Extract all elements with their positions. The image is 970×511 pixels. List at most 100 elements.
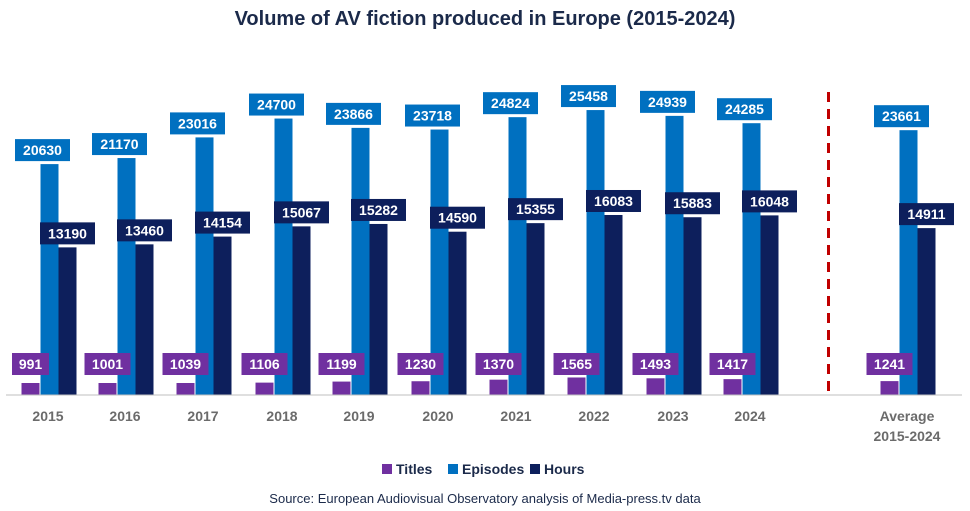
- titles-bar-7: [567, 377, 586, 395]
- episodes-label-1: 21170: [100, 136, 138, 152]
- hours-label-6: 15355: [516, 201, 555, 217]
- titles-bar-4: [332, 381, 351, 395]
- x-tick-label-4: 2019: [343, 408, 374, 424]
- titles-label-box-5: [397, 353, 444, 375]
- hours-label-box-2: [195, 211, 250, 234]
- hours-label-0: 13190: [48, 225, 87, 241]
- bars-group: [21, 110, 936, 396]
- titles-bar-8: [646, 378, 665, 395]
- hours-label-7: 16083: [594, 193, 633, 209]
- episodes-label-box-2: [170, 112, 225, 135]
- episodes-label-5: 23718: [413, 108, 452, 124]
- hours-label-1: 13460: [125, 222, 164, 238]
- titles-label-box-1: [84, 353, 131, 375]
- x-tick-label-2: 2017: [187, 408, 218, 424]
- titles-label-2: 1039: [170, 356, 201, 372]
- titles-label-4: 1199: [326, 356, 357, 372]
- hours-bar-9: [760, 215, 779, 395]
- x-tick-label-1: 2016: [109, 408, 140, 424]
- hours-label-5: 14590: [438, 210, 477, 226]
- titles-label-8: 1493: [640, 356, 671, 372]
- episodes-label-box-7: [561, 85, 616, 108]
- hours-bar-5: [448, 231, 467, 395]
- titles-label-box-0: [12, 353, 49, 375]
- titles-label-box-7: [553, 353, 600, 375]
- x-tick-label-3: 2018: [266, 408, 297, 424]
- episodes-bar-5: [430, 129, 449, 396]
- legend: Titles Episodes Hours: [382, 461, 585, 477]
- titles-label-box-9: [709, 353, 756, 375]
- episodes-bar-7: [586, 110, 605, 396]
- titles-label-1: 1001: [92, 356, 123, 372]
- titles-bar-10: [880, 381, 899, 395]
- hours-label-8: 15883: [673, 195, 712, 211]
- episodes-label-box-10: [874, 105, 929, 128]
- episodes-label-6: 24824: [491, 95, 530, 111]
- hours-label-4: 15282: [359, 202, 398, 218]
- episodes-bar-4: [351, 127, 370, 395]
- episodes-label-7: 25458: [569, 88, 608, 104]
- x-tick-label-9: 2024: [734, 408, 765, 424]
- titles-label-box-2: [162, 353, 209, 375]
- episodes-label-9: 24285: [725, 101, 764, 117]
- episodes-label-box-4: [326, 102, 381, 125]
- legend-swatch-titles: [382, 464, 392, 474]
- hours-bar-10: [917, 228, 936, 395]
- legend-label-episodes: Episodes: [462, 461, 524, 477]
- hours-bar-2: [213, 236, 232, 395]
- hours-bar-3: [292, 226, 311, 395]
- episodes-bar-6: [508, 117, 527, 395]
- episodes-label-box-5: [405, 104, 460, 127]
- episodes-bar-10: [899, 130, 918, 395]
- episodes-label-10: 23661: [882, 108, 921, 124]
- x-tick-label-5: 2020: [422, 408, 453, 424]
- x-tick-label-7: 2022: [578, 408, 609, 424]
- x-tick-label-0: 2015: [32, 408, 63, 424]
- data-labels-group: 991 1001 1039 1106 1199 1230 1370 1565 1493 1417 1…: [12, 85, 954, 375]
- episodes-bar-8: [665, 115, 684, 396]
- titles-bar-2: [176, 383, 195, 395]
- episodes-label-3: 24700: [257, 97, 296, 113]
- hours-label-box-3: [274, 201, 329, 224]
- titles-label-box-8: [632, 353, 679, 375]
- hours-label-box-6: [508, 198, 563, 221]
- hours-label-box-4: [351, 198, 406, 221]
- episodes-label-box-9: [717, 98, 772, 121]
- titles-label-9: 1417: [717, 356, 748, 372]
- titles-label-10: 1241: [874, 356, 905, 372]
- titles-label-3: 1106: [249, 356, 280, 372]
- x-tick-label-8: 2023: [657, 408, 688, 424]
- titles-label-0: 991: [19, 356, 43, 372]
- titles-bar-5: [411, 381, 430, 395]
- hours-bar-4: [369, 223, 388, 395]
- episodes-label-box-1: [92, 133, 147, 156]
- x-tick-label-10: Average 2015-2024: [874, 408, 941, 444]
- episodes-bar-1: [117, 158, 136, 395]
- titles-bar-1: [98, 383, 117, 395]
- titles-bar-9: [723, 379, 742, 395]
- hours-label-box-7: [586, 189, 641, 212]
- hours-label-box-1: [117, 219, 172, 242]
- hours-bar-0: [58, 247, 77, 395]
- episodes-bar-2: [195, 137, 214, 396]
- titles-label-box-6: [475, 353, 522, 375]
- episodes-label-box-0: [15, 139, 70, 162]
- hours-bar-1: [135, 244, 154, 395]
- episodes-label-2: 23016: [178, 115, 217, 131]
- episodes-label-box-3: [249, 93, 304, 116]
- legend-swatch-hours: [530, 464, 540, 474]
- hours-label-box-0: [40, 222, 95, 245]
- titles-label-5: 1230: [405, 356, 436, 372]
- titles-bar-0: [21, 383, 40, 395]
- hours-label-3: 15067: [282, 204, 321, 220]
- hours-label-box-5: [430, 206, 485, 229]
- titles-label-box-10: [866, 353, 913, 375]
- x-tick-labels-group: 2015 2016 2017 2018 2019 2020 2021 2022 2023 2024…: [32, 408, 940, 444]
- legend-label-titles: Titles: [396, 461, 433, 477]
- source-note: Source: European Audiovisual Observatory…: [269, 491, 701, 506]
- hours-bar-8: [683, 217, 702, 395]
- hours-label-10: 14911: [907, 206, 945, 222]
- episodes-bar-0: [40, 164, 59, 395]
- x-tick-label-6: 2021: [500, 408, 531, 424]
- episodes-label-4: 23866: [334, 106, 373, 122]
